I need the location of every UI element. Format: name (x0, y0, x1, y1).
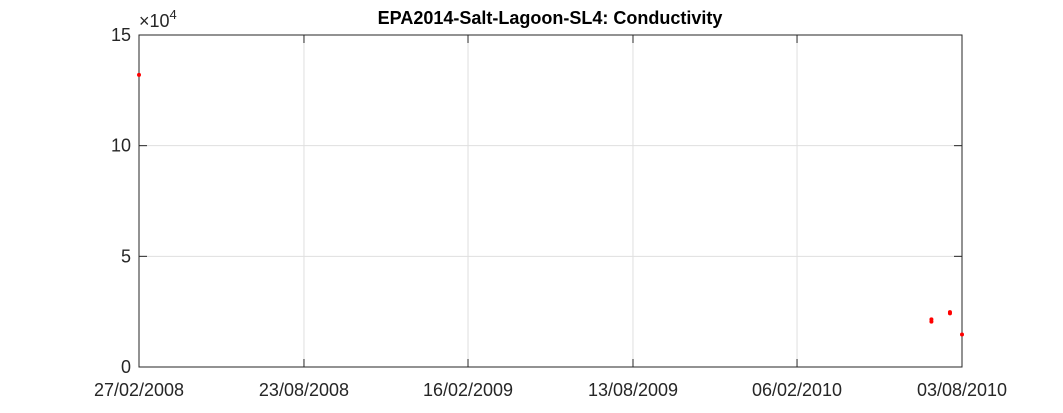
chart-title: EPA2014-Salt-Lagoon-SL4: Conductivity (378, 8, 723, 28)
tick-marks (138, 34, 963, 368)
x-tick-label: 06/02/2010 (752, 380, 842, 400)
x-tick-label: 27/02/2008 (94, 380, 184, 400)
y-axis-exponent: ×104 (139, 7, 177, 31)
x-tick-labels: 27/02/2008 23/08/2008 16/02/2009 13/08/2009… (94, 380, 1007, 400)
y-tick-label: 0 (121, 357, 131, 377)
y-tick-labels: 0 5 10 15 (111, 25, 131, 377)
plot-area (139, 35, 962, 367)
x-tick-label: 03/08/2010 (917, 380, 1007, 400)
x-tick-label: 16/02/2009 (423, 380, 513, 400)
y-tick-label: 5 (121, 246, 131, 266)
y-tick-label: 10 (111, 136, 131, 156)
data-point (929, 317, 934, 322)
axes-frame (138, 34, 963, 368)
y-tick-label: 15 (111, 25, 131, 45)
data-point (960, 332, 964, 337)
y-exponent-power: 4 (170, 7, 177, 22)
x-tick-label: 13/08/2009 (588, 380, 678, 400)
axes-box (138, 34, 963, 368)
data-point (947, 310, 952, 315)
y-exponent-base: 10 (150, 11, 170, 31)
x-tick-label: 23/08/2008 (259, 380, 349, 400)
y-exponent-times: × (139, 11, 150, 31)
data-points (137, 72, 964, 337)
data-point (137, 72, 141, 77)
